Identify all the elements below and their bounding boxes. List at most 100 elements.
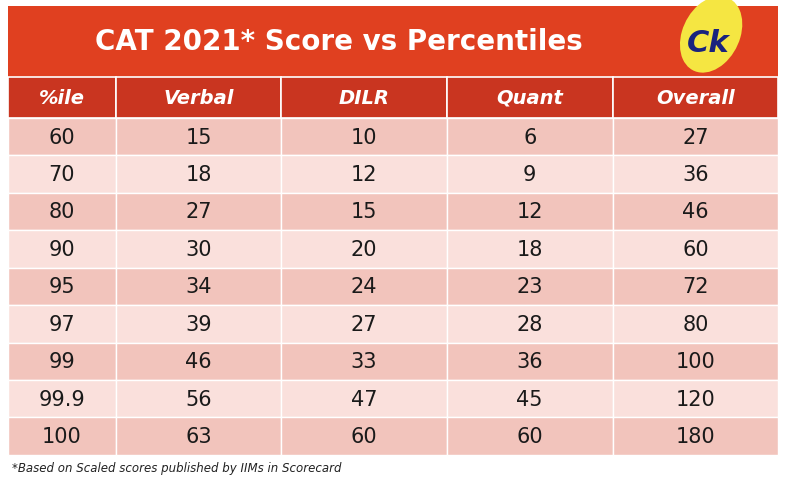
Bar — [8, 193, 116, 231]
Text: 180: 180 — [675, 426, 715, 446]
Text: 33: 33 — [351, 351, 377, 372]
Bar — [281, 193, 447, 231]
Bar — [8, 231, 116, 268]
Text: Verbal: Verbal — [163, 89, 233, 107]
Bar — [8, 418, 116, 455]
Bar — [447, 193, 612, 231]
Text: 56: 56 — [185, 389, 211, 409]
Bar — [447, 231, 612, 268]
Text: 80: 80 — [49, 202, 75, 222]
Text: 20: 20 — [351, 240, 377, 259]
Text: 24: 24 — [351, 277, 377, 297]
Text: 45: 45 — [516, 389, 543, 409]
Text: 99: 99 — [49, 351, 75, 372]
Bar — [447, 77, 612, 119]
Text: 90: 90 — [49, 240, 75, 259]
Bar — [447, 380, 612, 418]
Text: Overall: Overall — [656, 89, 735, 107]
Text: 120: 120 — [675, 389, 715, 409]
Text: 28: 28 — [516, 314, 543, 334]
Text: 15: 15 — [351, 202, 377, 222]
Text: 27: 27 — [682, 127, 709, 147]
Bar — [8, 380, 116, 418]
Text: 27: 27 — [351, 314, 377, 334]
Bar — [116, 305, 281, 343]
Bar — [281, 418, 447, 455]
Bar — [612, 77, 778, 119]
Bar — [447, 305, 612, 343]
Text: Ck: Ck — [687, 30, 729, 58]
Bar — [116, 268, 281, 305]
Bar — [116, 193, 281, 231]
Bar — [281, 77, 447, 119]
Text: 30: 30 — [185, 240, 211, 259]
Bar — [447, 156, 612, 193]
Bar — [281, 305, 447, 343]
Bar — [447, 418, 612, 455]
Text: DILR: DILR — [339, 89, 390, 107]
Bar — [612, 305, 778, 343]
Text: 9: 9 — [523, 165, 536, 184]
Bar — [116, 119, 281, 156]
Text: 70: 70 — [49, 165, 75, 184]
Text: 12: 12 — [351, 165, 377, 184]
Text: 36: 36 — [682, 165, 709, 184]
Bar — [281, 119, 447, 156]
Text: 60: 60 — [351, 426, 377, 446]
Bar — [612, 156, 778, 193]
Text: 60: 60 — [516, 426, 543, 446]
Text: CAT 2021* Score vs Percentiles: CAT 2021* Score vs Percentiles — [95, 29, 583, 56]
Bar — [116, 418, 281, 455]
Text: 15: 15 — [185, 127, 211, 147]
Text: 60: 60 — [49, 127, 75, 147]
Bar — [116, 231, 281, 268]
Bar — [281, 380, 447, 418]
Text: %ile: %ile — [39, 89, 85, 107]
Text: 34: 34 — [185, 277, 211, 297]
Text: 63: 63 — [185, 426, 211, 446]
Bar — [447, 119, 612, 156]
Text: 18: 18 — [516, 240, 543, 259]
Text: 99.9: 99.9 — [39, 389, 85, 409]
Bar — [8, 119, 116, 156]
Bar — [612, 268, 778, 305]
Text: 60: 60 — [682, 240, 709, 259]
Bar — [612, 193, 778, 231]
Text: 36: 36 — [516, 351, 543, 372]
Text: 27: 27 — [185, 202, 211, 222]
Bar — [447, 268, 612, 305]
Text: 80: 80 — [682, 314, 708, 334]
Text: 46: 46 — [682, 202, 709, 222]
Text: 95: 95 — [49, 277, 75, 297]
Bar — [612, 343, 778, 380]
Bar — [116, 156, 281, 193]
Bar — [8, 156, 116, 193]
Text: Quant: Quant — [496, 89, 563, 107]
Bar — [8, 268, 116, 305]
Text: 46: 46 — [185, 351, 211, 372]
Bar — [8, 305, 116, 343]
Bar — [612, 119, 778, 156]
Bar — [612, 380, 778, 418]
Bar — [8, 343, 116, 380]
Text: 47: 47 — [351, 389, 377, 409]
Bar — [612, 231, 778, 268]
Bar — [281, 343, 447, 380]
Bar — [116, 343, 281, 380]
Text: 39: 39 — [185, 314, 211, 334]
Text: 100: 100 — [42, 426, 82, 446]
Bar — [281, 268, 447, 305]
Text: 6: 6 — [523, 127, 536, 147]
Text: 10: 10 — [351, 127, 377, 147]
Text: 18: 18 — [185, 165, 211, 184]
Bar — [8, 77, 116, 119]
Bar — [447, 343, 612, 380]
Text: 72: 72 — [682, 277, 709, 297]
Bar — [281, 231, 447, 268]
Text: 97: 97 — [49, 314, 75, 334]
Bar — [612, 418, 778, 455]
Text: 12: 12 — [516, 202, 543, 222]
Text: 23: 23 — [516, 277, 543, 297]
Text: 100: 100 — [675, 351, 715, 372]
Text: *Based on Scaled scores published by IIMs in Scorecard: *Based on Scaled scores published by IIM… — [12, 462, 341, 474]
